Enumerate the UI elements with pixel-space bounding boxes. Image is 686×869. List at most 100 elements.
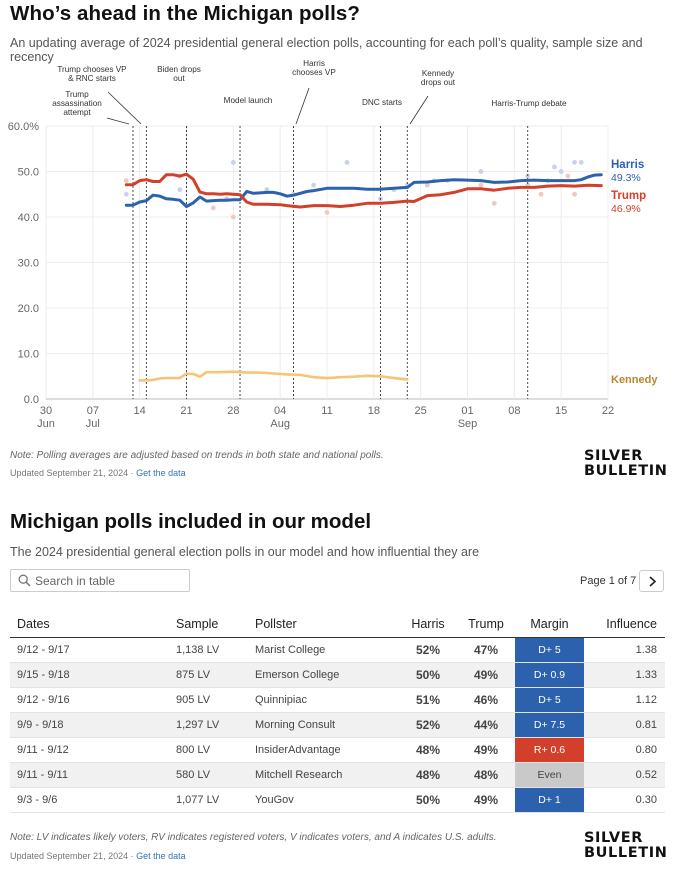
cell-influence: 0.52: [584, 762, 665, 788]
cell-sample: 1,138 LV: [176, 637, 255, 663]
header-dates[interactable]: Dates: [10, 612, 176, 638]
table-row: 9/12 - 9/16 905 LV Quinnipiac 51% 46% D+ 5 1.1…: [10, 687, 665, 713]
page-info: Page 1 of 7: [580, 575, 637, 587]
margin-badge: D+ 5: [515, 637, 584, 662]
event-leader-line: [409, 95, 429, 125]
y-tick-label: 20.0: [18, 303, 39, 315]
table-search: [10, 569, 190, 592]
cell-trump: 49%: [457, 787, 515, 813]
cell-pollster: Marist College: [255, 637, 399, 663]
cell-dates: 9/15 - 9/18: [10, 662, 176, 688]
cell-margin: D+ 0.9: [515, 662, 584, 688]
table-row: 9/3 - 9/6 1,077 LV YouGov 50% 49% D+ 1 0.30: [10, 787, 665, 813]
header-sample[interactable]: Sample: [176, 612, 255, 638]
cell-influence: 0.80: [584, 737, 665, 763]
header-influence[interactable]: Influence: [584, 612, 665, 638]
cell-harris: 52%: [399, 637, 457, 663]
header-trump[interactable]: Trump: [457, 612, 515, 638]
margin-badge: Even: [515, 762, 584, 787]
cell-sample: 1,077 LV: [176, 787, 255, 813]
cell-sample: 875 LV: [176, 662, 255, 688]
x-tick-label: 25: [415, 405, 427, 417]
silver-bulletin-logo-bottom: SILVER BULLETIN: [584, 831, 667, 861]
cell-pollster: YouGov: [255, 787, 399, 813]
search-input[interactable]: [35, 572, 185, 589]
table-get-data-link[interactable]: Get the data: [136, 851, 186, 861]
kennedy-line: [138, 370, 409, 382]
logo-line-1: SILVER: [584, 448, 643, 464]
chart-get-data-link[interactable]: Get the data: [136, 468, 186, 478]
x-tick-label: 14: [134, 405, 146, 417]
margin-badge: R+ 0.6: [515, 737, 584, 762]
chart-updated-text: Updated September 21, 2024 ·: [10, 468, 137, 478]
x-tick-label: 15: [555, 405, 567, 417]
cell-pollster: Mitchell Research: [255, 762, 399, 788]
event-label: out: [173, 74, 185, 83]
poll-dot: [552, 164, 557, 170]
cell-harris: 48%: [399, 737, 457, 763]
x-tick-label: 28: [227, 405, 239, 417]
poll-dot: [210, 205, 216, 211]
cell-margin: D+ 5: [515, 637, 584, 663]
poll-dot: [538, 191, 544, 197]
trump-label: Trump: [611, 190, 646, 202]
cell-trump: 47%: [457, 637, 515, 663]
margin-badge: D+ 1: [515, 787, 584, 812]
event-label: Kennedy: [422, 69, 455, 78]
header-pollster[interactable]: Pollster: [255, 612, 399, 638]
cell-pollster: Quinnipiac: [255, 687, 399, 713]
y-tick-label: 50.0: [18, 167, 39, 179]
poll-dot: [123, 191, 129, 197]
harris-line: [124, 173, 603, 208]
cell-margin: D+ 7.5: [515, 712, 584, 738]
cell-pollster: InsiderAdvantage: [255, 737, 399, 763]
poll-dot: [491, 200, 497, 206]
poll-dot: [424, 182, 430, 188]
poll-dot: [230, 214, 236, 220]
event-label: attempt: [63, 108, 91, 117]
cell-dates: 9/11 - 9/12: [10, 737, 176, 763]
poll-dot: [311, 182, 317, 188]
cell-harris: 50%: [399, 662, 457, 688]
cell-influence: 0.30: [584, 787, 665, 813]
cell-influence: 1.38: [584, 637, 665, 663]
table-subtitle: The 2024 presidential general election p…: [10, 545, 480, 559]
x-month-label: Jun: [37, 418, 55, 430]
cell-sample: 905 LV: [176, 687, 255, 713]
harris-label: Harris: [611, 159, 644, 171]
cell-harris: 52%: [399, 712, 457, 738]
polls-table: Dates Sample Pollster Harris Trump Margi…: [10, 612, 665, 813]
margin-badge: D+ 7.5: [515, 712, 584, 737]
chart-note: Note: Polling averages are adjusted base…: [10, 450, 384, 461]
poll-dot: [572, 191, 577, 197]
table-row: 9/9 - 9/18 1,297 LV Morning Consult 52% 44% D…: [10, 712, 665, 738]
table-header-row: Dates Sample Pollster Harris Trump Margi…: [10, 612, 665, 638]
header-harris[interactable]: Harris: [399, 612, 457, 638]
cell-margin: D+ 1: [515, 787, 584, 813]
cell-margin: D+ 5: [515, 687, 584, 713]
cell-sample: 580 LV: [176, 762, 255, 788]
event-leader-line: [295, 87, 310, 125]
trump-value: 46.9%: [611, 203, 641, 215]
cell-trump: 49%: [457, 662, 515, 688]
harris-value: 49.3%: [611, 172, 641, 184]
poll-dot: [177, 187, 183, 193]
cell-influence: 0.81: [584, 712, 665, 738]
poll-dot: [578, 160, 584, 165]
cell-trump: 48%: [457, 762, 515, 788]
x-tick-label: 22: [602, 405, 614, 417]
y-tick-label: 30.0: [18, 258, 39, 270]
event-label: Harris: [303, 60, 325, 68]
header-margin[interactable]: Margin: [515, 612, 584, 638]
event-leader-line: [107, 91, 142, 125]
poll-dot: [565, 173, 571, 179]
search-icon: [18, 574, 31, 587]
margin-badge: D+ 5: [515, 687, 584, 712]
silver-bulletin-logo: SILVER BULLETIN: [584, 449, 667, 479]
table-row: 9/11 - 9/11 580 LV Mitchell Research 48% 48%…: [10, 762, 665, 788]
table-updated: Updated September 21, 2024 · Get the dat…: [10, 851, 186, 861]
event-label: & RNC starts: [68, 74, 116, 83]
cell-harris: 48%: [399, 762, 457, 788]
next-page-button[interactable]: [639, 570, 664, 592]
